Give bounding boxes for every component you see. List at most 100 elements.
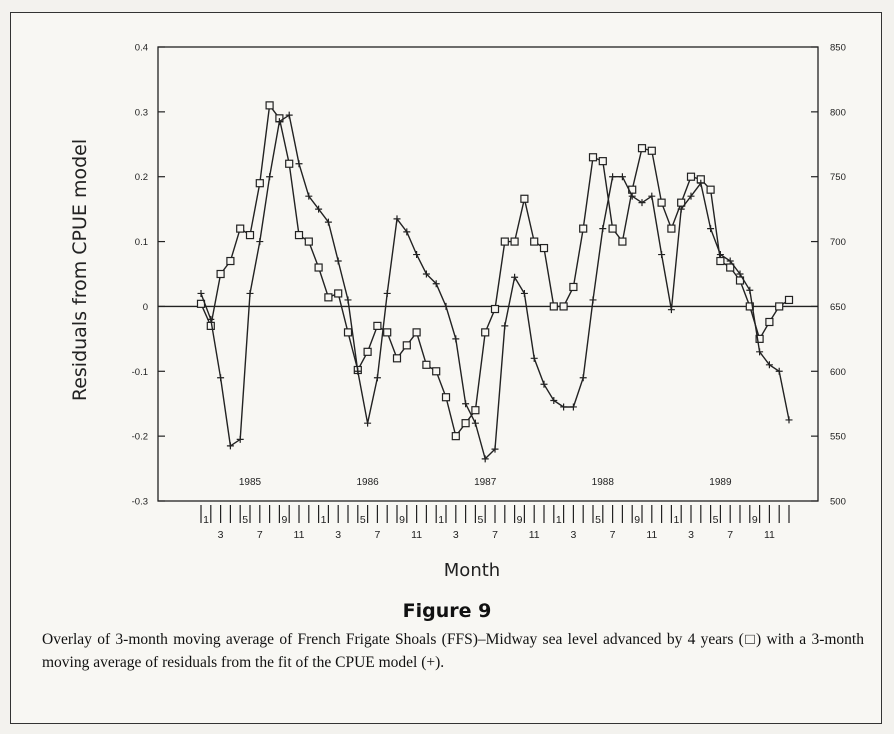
data-point-square — [304, 237, 313, 246]
data-point-plus — [462, 400, 470, 408]
data-point-plus — [707, 225, 715, 233]
data-point-square — [265, 101, 274, 110]
data-point-square — [432, 367, 441, 376]
year-label: 1987 — [474, 477, 497, 488]
data-point-square — [608, 224, 617, 233]
data-point-square — [334, 289, 343, 298]
data-point-square — [226, 256, 235, 266]
x-tick-label-top: 5 — [477, 514, 483, 526]
data-point-square — [530, 237, 539, 246]
data-point-plus — [334, 257, 342, 265]
data-point-square — [775, 302, 784, 311]
data-point-plus — [315, 205, 323, 213]
y2-tick-label: 700 — [830, 237, 846, 248]
plot-frame — [157, 46, 819, 502]
data-point-square — [520, 194, 529, 203]
data-point-plus — [765, 361, 773, 369]
year-label: 1985 — [239, 477, 262, 488]
data-point-square — [294, 230, 304, 240]
data-point-plus — [746, 286, 754, 294]
data-point-plus — [511, 273, 519, 281]
plot-area: -0.3 -0.2 -0.1 0 0.1 0.2 0.3 0.4 500 550 600 650 700… — [132, 43, 846, 542]
data-point-square — [539, 243, 549, 253]
x-tick-label-bottom: 7 — [727, 529, 733, 541]
data-point-plus — [481, 455, 489, 463]
data-point-plus — [354, 367, 362, 375]
x-tick-label-top: 5 — [595, 514, 601, 526]
data-point-square — [343, 328, 353, 337]
data-point-plus — [246, 289, 254, 297]
series-line-sea-level — [200, 103, 790, 438]
data-point-plus — [344, 296, 352, 304]
x-tick-label-bottom: 11 — [764, 529, 775, 541]
data-point-plus — [383, 289, 391, 297]
data-point-plus — [667, 306, 675, 314]
x-tick-label-top: 5 — [360, 514, 366, 526]
x-tick-label-bottom: 7 — [374, 529, 380, 541]
data-point-square — [285, 159, 294, 168]
data-point-square — [363, 347, 372, 356]
data-point-plus — [756, 348, 764, 356]
x-tick-label-top: 9 — [281, 514, 287, 526]
y2-tick-label: 500 — [830, 497, 846, 508]
data-point-square — [441, 393, 451, 402]
data-point-square — [549, 302, 558, 311]
data-point-plus — [501, 322, 509, 330]
data-point-square — [588, 153, 598, 162]
figure-frame — [10, 12, 882, 724]
data-point-plus — [609, 173, 617, 181]
data-point-plus — [579, 374, 587, 382]
data-point-plus — [471, 419, 479, 427]
data-point-square — [500, 237, 509, 246]
data-point-square — [402, 341, 411, 350]
data-point-plus — [599, 225, 607, 233]
data-point-plus — [217, 374, 225, 382]
data-point-square — [481, 328, 490, 337]
data-point-plus — [716, 251, 724, 259]
x-tick-label-top: 1 — [203, 514, 209, 526]
y-tick-label: 0.3 — [135, 107, 148, 118]
data-point-plus — [432, 280, 440, 288]
y-tick-label: 0 — [143, 302, 148, 313]
data-point-square — [314, 263, 323, 272]
data-point-plus — [540, 380, 548, 388]
x-tick-label-top: 9 — [752, 514, 758, 526]
y2-tick-label: 800 — [830, 107, 846, 118]
data-point-plus — [726, 257, 734, 265]
data-point-square — [412, 328, 421, 337]
year-label: 1986 — [356, 477, 379, 488]
data-point-plus — [658, 251, 666, 259]
y2-tick-label: 600 — [830, 367, 846, 378]
data-point-square — [461, 419, 470, 428]
x-tick-label-top: 9 — [399, 514, 405, 526]
y-tick-label: 0.1 — [135, 237, 148, 248]
x-tick-label-top: 1 — [673, 514, 679, 526]
y-tick-label: 0.2 — [135, 172, 148, 183]
data-point-square — [745, 302, 754, 311]
y-axis-label: Residuals from CPUE model — [69, 139, 91, 401]
data-point-plus — [295, 160, 303, 168]
y-tick-label: -0.2 — [132, 432, 148, 443]
year-label: 1988 — [592, 477, 615, 488]
data-point-plus — [775, 367, 783, 375]
y2-tick-label: 750 — [830, 172, 846, 183]
data-point-square — [765, 317, 774, 327]
data-point-square — [647, 146, 656, 155]
x-tick-label-bottom: 11 — [529, 529, 540, 541]
data-point-square — [618, 237, 627, 246]
data-point-plus — [530, 354, 538, 362]
data-point-plus — [628, 192, 636, 200]
data-point-square — [559, 302, 568, 311]
data-point-plus — [197, 289, 205, 297]
figure-title: Figure 9 — [402, 600, 492, 622]
data-point-plus — [736, 270, 744, 278]
data-point-square — [784, 295, 794, 305]
x-tick-label-top: 9 — [517, 514, 523, 526]
data-point-plus — [393, 215, 401, 223]
data-point-plus — [697, 179, 705, 187]
data-point-square — [383, 328, 392, 337]
x-tick-label-bottom: 7 — [492, 529, 498, 541]
x-tick-label-bottom: 11 — [294, 529, 305, 541]
data-point-square — [510, 237, 519, 246]
x-tick-label-bottom: 3 — [688, 529, 694, 541]
